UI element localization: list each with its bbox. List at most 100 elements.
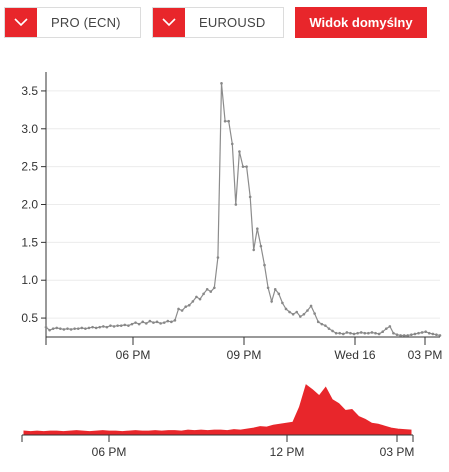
data-point xyxy=(87,326,91,330)
data-point xyxy=(66,327,69,330)
data-point xyxy=(392,331,395,335)
data-point xyxy=(170,320,173,324)
y-tick-label: 2.5 xyxy=(21,160,38,174)
data-point xyxy=(345,331,349,334)
data-point xyxy=(270,300,273,303)
data-point xyxy=(256,227,259,231)
data-point xyxy=(291,312,295,316)
data-point xyxy=(331,329,334,333)
x-tick-label: 06 PM xyxy=(116,348,151,362)
data-point xyxy=(98,325,102,329)
navigator-tick-label: 06 PM xyxy=(92,445,127,459)
data-point xyxy=(51,327,55,330)
data-point xyxy=(162,321,166,324)
data-point xyxy=(119,324,123,327)
symbol-select[interactable]: EUROUSD xyxy=(152,7,284,38)
data-point xyxy=(191,300,195,303)
navigator-x-axis: 06 PM 12 PM 03 PM xyxy=(21,435,414,459)
data-point xyxy=(205,288,209,291)
data-point xyxy=(209,290,213,293)
data-point xyxy=(202,292,205,296)
data-point xyxy=(134,321,137,324)
data-point xyxy=(306,309,309,312)
data-point xyxy=(130,322,134,326)
data-point xyxy=(320,322,324,326)
data-point xyxy=(395,333,399,337)
data-point xyxy=(266,286,270,290)
data-point xyxy=(302,312,306,316)
data-point xyxy=(84,327,87,330)
data-point xyxy=(48,328,51,332)
data-point xyxy=(402,334,406,337)
data-point xyxy=(410,333,413,337)
data-point xyxy=(227,119,230,123)
data-point xyxy=(112,325,116,328)
data-point xyxy=(62,328,66,331)
data-point xyxy=(238,150,241,153)
account-type-label: PRO (ECN) xyxy=(51,15,121,30)
data-point xyxy=(144,322,148,325)
y-tick-label: 1.0 xyxy=(21,273,38,287)
data-point xyxy=(195,295,198,299)
chevron-down-icon[interactable] xyxy=(153,8,185,37)
symbol-label: EUROUSD xyxy=(199,15,266,30)
data-point xyxy=(127,324,130,327)
data-point xyxy=(349,331,352,335)
data-point xyxy=(381,330,384,334)
data-point xyxy=(352,332,356,336)
data-point xyxy=(241,165,245,168)
data-point xyxy=(316,320,320,324)
data-point xyxy=(299,315,302,318)
data-point xyxy=(69,328,73,331)
data-point xyxy=(173,319,177,322)
navigator-area[interactable] xyxy=(23,384,412,435)
data-point xyxy=(417,331,420,335)
default-view-button[interactable]: Widok domyślny xyxy=(295,7,427,38)
data-point xyxy=(388,325,392,328)
data-point xyxy=(184,305,187,309)
y-tick-label: 3.0 xyxy=(21,122,38,136)
data-point xyxy=(273,288,277,291)
data-point xyxy=(424,330,427,334)
data-point xyxy=(216,256,220,259)
main-axes xyxy=(45,72,440,338)
x-tick-label: 03 PM xyxy=(408,348,443,362)
spread-line xyxy=(45,83,441,337)
data-point xyxy=(356,331,359,335)
main-y-axis: 0.5 1.0 1.5 2.0 2.5 3.0 3.5 xyxy=(21,84,46,325)
data-point xyxy=(309,304,313,308)
data-point xyxy=(435,333,438,337)
data-point xyxy=(341,332,345,336)
data-point xyxy=(327,327,331,330)
navigator-tick-label: 12 PM xyxy=(270,445,305,459)
chevron-down-icon[interactable] xyxy=(5,8,37,37)
data-point xyxy=(374,331,377,335)
main-grid xyxy=(46,90,440,319)
account-type-select[interactable]: PRO (ECN) xyxy=(4,7,141,38)
data-point xyxy=(234,203,238,206)
data-point xyxy=(73,327,76,330)
data-point xyxy=(248,195,252,199)
data-point xyxy=(198,297,202,301)
data-point xyxy=(155,320,159,324)
data-point xyxy=(152,321,155,324)
data-point xyxy=(406,334,410,337)
data-point xyxy=(377,332,381,336)
data-point xyxy=(159,322,162,325)
data-point xyxy=(148,319,152,323)
data-point xyxy=(384,327,388,330)
data-point xyxy=(213,286,216,290)
data-point xyxy=(105,325,109,329)
data-point xyxy=(252,248,256,252)
data-point xyxy=(137,322,141,326)
data-point xyxy=(438,334,442,337)
x-tick-label: 09 PM xyxy=(227,348,262,362)
data-point xyxy=(427,331,431,335)
toolbar: PRO (ECN) EUROUSD Widok domyślny xyxy=(0,0,449,44)
data-point xyxy=(76,327,80,330)
data-point xyxy=(277,292,281,296)
data-point xyxy=(94,326,98,330)
data-point xyxy=(80,326,84,330)
data-point xyxy=(223,119,227,123)
